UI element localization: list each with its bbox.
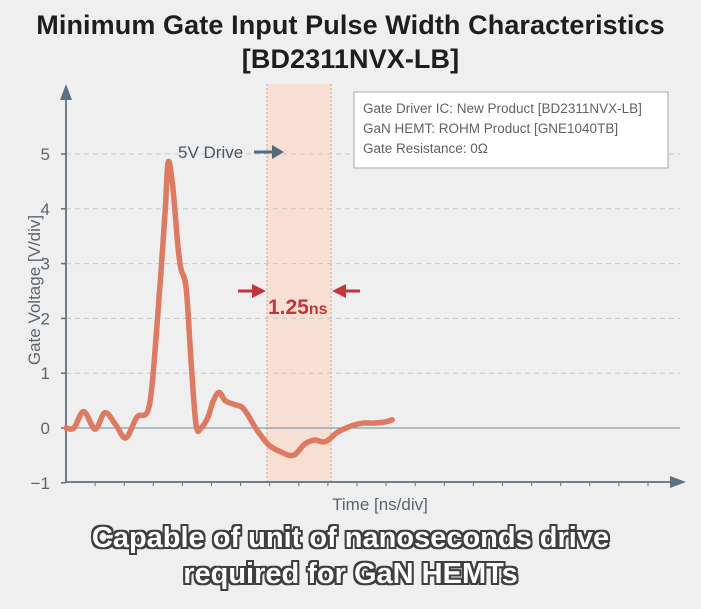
gate-voltage-trace (63, 158, 395, 459)
drive-label: 5V Drive (178, 143, 243, 162)
y-tick-label: 5 (41, 145, 50, 164)
info-box (353, 91, 669, 169)
y-tick-label: 2 (41, 309, 50, 328)
chart-title: Minimum Gate Input Pulse Width Character… (0, 8, 701, 76)
info-box-line: Gate Driver IC: New Product [BD2311NVX-L… (363, 101, 642, 116)
y-tick-label: −1 (31, 474, 50, 493)
y-tick-label: 1 (41, 364, 50, 383)
chart-title-line2: [BD2311NVX-LB] (241, 44, 460, 74)
caption: Capable of unit of nanoseconds drive req… (0, 520, 701, 592)
y-axis-arrow (60, 84, 72, 100)
pulse-arrow-right-head (332, 284, 346, 298)
info-box-line: Gate Resistance: 0Ω (363, 141, 488, 156)
pulse-width-band (267, 84, 331, 482)
x-axis-label: Time [ns/div] (332, 495, 428, 514)
pulse-arrow-left-head (252, 284, 266, 298)
caption-line2: required for GaN HEMTs (183, 558, 518, 590)
pulse-width-label: 1.25ns (268, 296, 328, 319)
caption-line1: Capable of unit of nanoseconds drive (91, 522, 610, 554)
y-tick-label: 4 (41, 200, 50, 219)
chart-canvas: −1 0 1 2 3 4 5 Time [ns/div] Gate Voltage [V/div… (25, 84, 686, 514)
info-box-line: GaN HEMT: ROHM Product [GNE1040TB] (363, 121, 618, 136)
drive-arrow-head (272, 145, 284, 159)
x-axis-arrow (670, 476, 686, 488)
y-tick-label: 0 (41, 419, 50, 438)
y-axis-label: Gate Voltage [V/div] (25, 215, 44, 365)
pulse-width-unit: ns (309, 301, 328, 318)
chart-title-line1: Minimum Gate Input Pulse Width Character… (36, 10, 665, 40)
y-tick-label: 3 (41, 255, 50, 274)
pulse-width-value: 1.25 (268, 296, 309, 319)
